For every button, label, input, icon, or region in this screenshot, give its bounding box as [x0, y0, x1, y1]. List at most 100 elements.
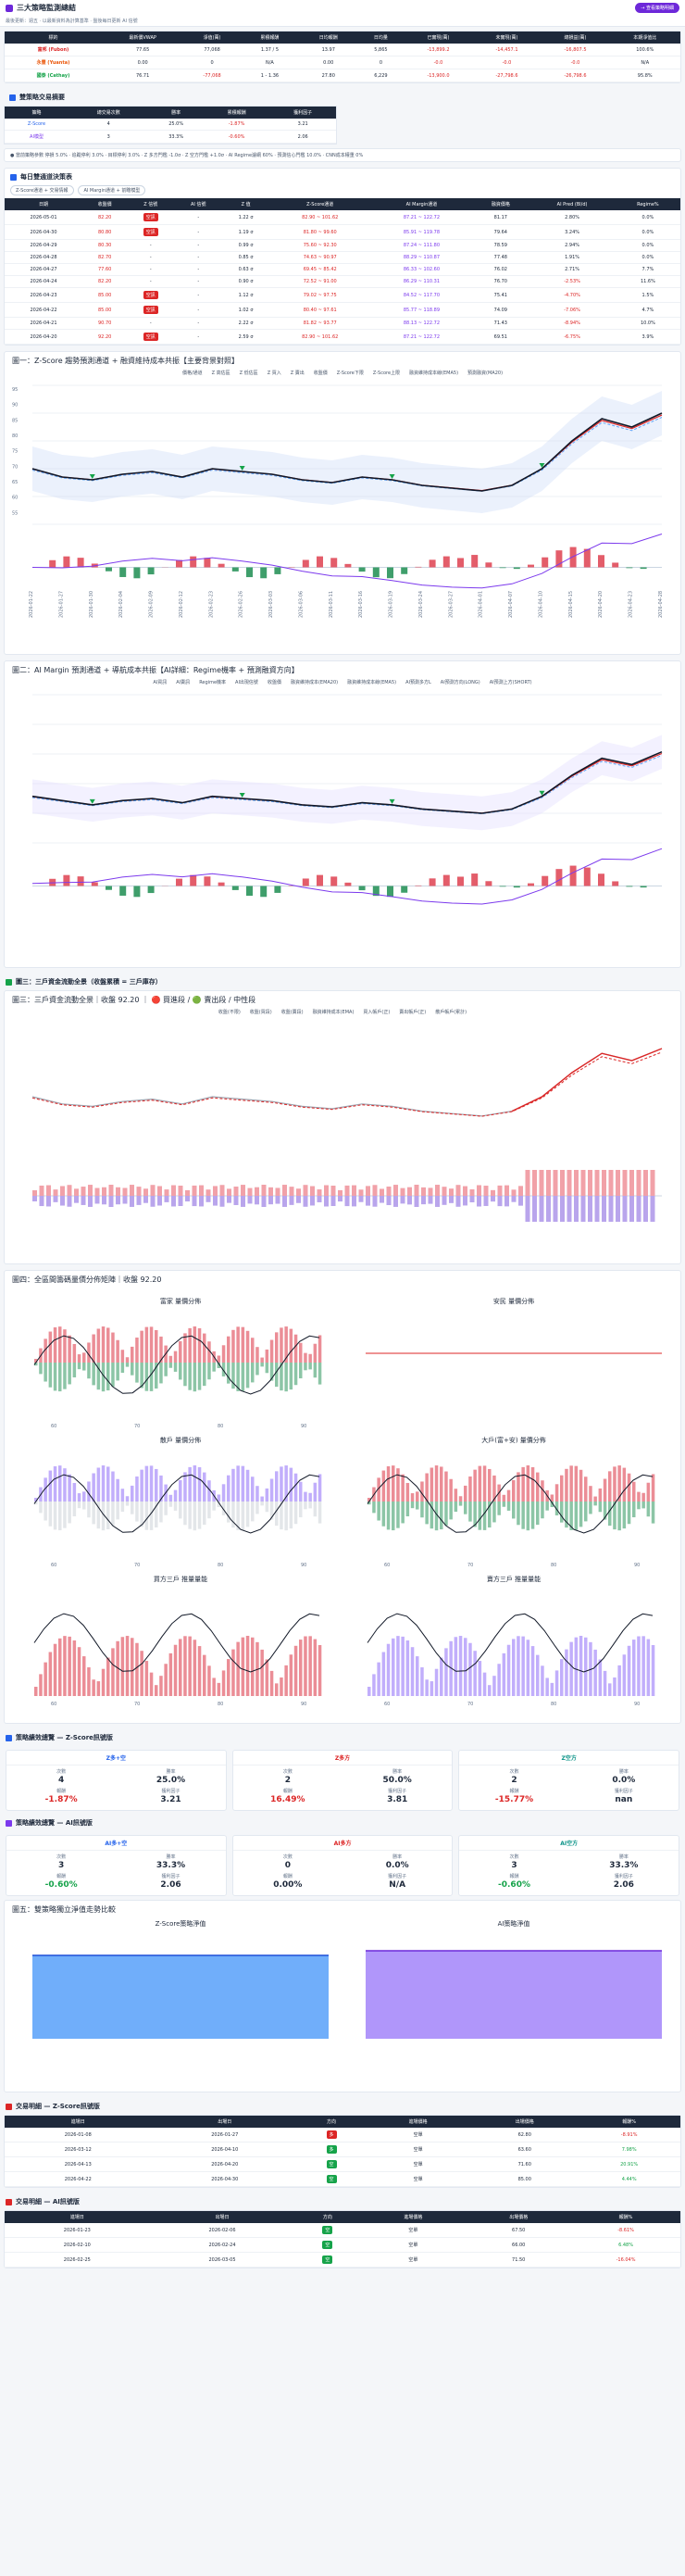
volume-bar — [111, 1332, 115, 1363]
cell-i: 2026-04-13 — [5, 2156, 152, 2172]
volume-bar — [58, 1465, 62, 1502]
sell-bar — [636, 1196, 641, 1222]
cell-z: - — [127, 263, 175, 276]
sell-bar — [546, 1196, 551, 1222]
volume-bar — [101, 1326, 106, 1363]
bar-mark — [513, 886, 520, 888]
volume-bar — [554, 1670, 559, 1696]
buy-segment — [511, 1048, 663, 1112]
chart2-legend: AI買訊 AI賣訊 Regime機率 AI出現信號 收盤價 融資維持成本(EMA20) 融資… — [5, 679, 680, 685]
volume-bar — [203, 1472, 206, 1502]
sell-bar — [102, 1196, 106, 1205]
legend-item: 融資維持成本(EMA) — [312, 1010, 355, 1015]
volume-bar-neg — [39, 1363, 43, 1375]
volume-bar-neg — [140, 1502, 143, 1527]
volume-bar-neg — [313, 1502, 318, 1517]
sell-bar — [393, 1196, 398, 1207]
buy-bar — [116, 1187, 120, 1196]
cell-ip: 空單 — [360, 2237, 467, 2253]
volume-bar-neg — [207, 1363, 211, 1380]
column-header: 本期淨值比 — [609, 31, 680, 44]
cell-ac: 88.13 ~ 122.72 — [370, 317, 473, 330]
stat-label: 次數 — [56, 1854, 67, 1860]
volume-bar-neg — [131, 1502, 134, 1514]
legend-item: Z 低估區 — [239, 371, 258, 376]
table-row: 2026-04-22 85.00 空訊 -1.02 σ 80.40 ~ 97.61 85.… — [5, 302, 680, 318]
chip-zscore[interactable]: Z-Score通道 + 交易情報 — [10, 185, 74, 195]
table-cell: 0 — [183, 56, 241, 69]
volume-bar-neg — [265, 1363, 269, 1374]
volume-bar — [63, 1468, 67, 1502]
volume-bar-neg — [212, 1502, 216, 1511]
volume-bar — [289, 1328, 293, 1363]
bar-mark — [457, 558, 464, 568]
panel-title: 安民 量價分佈 — [493, 1297, 534, 1305]
table-cell: -0.0 — [404, 56, 473, 69]
x-tick-label: 2026-02-09 — [149, 591, 155, 618]
stat-label: 獲利因子 — [614, 1874, 633, 1879]
volume-bar-neg — [392, 1502, 395, 1531]
volume-bar — [579, 1636, 583, 1696]
column-header: 進場日 — [5, 2116, 152, 2128]
sell-bar — [491, 1196, 495, 1202]
volume-bar — [92, 1473, 95, 1502]
volume-bar — [96, 1681, 101, 1696]
legend-item: 預測融資(MA20) — [467, 371, 504, 376]
bar-mark — [598, 555, 604, 568]
sell-bar — [199, 1196, 204, 1207]
buy-bar — [539, 1170, 544, 1196]
stat-value: N/A — [389, 1880, 406, 1890]
volume-bar-neg — [106, 1502, 110, 1530]
volume-bar-neg — [454, 1502, 458, 1513]
bar-mark — [260, 567, 268, 579]
volume-bar-neg — [111, 1502, 115, 1526]
volume-bar — [82, 1656, 86, 1696]
buy-marker — [389, 474, 395, 479]
bar-mark — [147, 886, 155, 894]
x-tick-label: 2026-04-23 — [629, 591, 634, 618]
volume-bar-neg — [179, 1363, 182, 1380]
sell-bar — [60, 1196, 65, 1206]
volume-bar — [125, 1496, 130, 1502]
cell-ap: 3.24% — [529, 224, 616, 240]
bar-mark — [528, 883, 534, 886]
volume-bar-neg — [131, 1363, 134, 1376]
sell-bar — [567, 1196, 572, 1222]
zscore-line — [31, 848, 663, 905]
volume-bar — [173, 1489, 178, 1502]
chip-ai[interactable]: AI Margin通道 + 前瞻模型 — [78, 185, 146, 195]
volume-bar-neg — [289, 1363, 293, 1390]
volume-bar — [159, 1475, 163, 1502]
bar-mark — [344, 882, 352, 886]
x-tick-label: 2026-01-30 — [89, 591, 94, 618]
column-header: 未實現(萬) — [472, 31, 542, 44]
buy-bar — [150, 1185, 156, 1196]
sell-bar — [421, 1196, 426, 1205]
cell-o: 2026-04-20 — [151, 2156, 299, 2172]
volume-bar-neg — [584, 1502, 588, 1522]
chart2-card: 圖二：AI Margin 預測通道 + 導航成本共振【AI詳細：Regime機率… — [4, 660, 681, 968]
volume-bar — [598, 1659, 603, 1696]
legend-item: 收盤價 — [313, 371, 328, 376]
volume-bar — [260, 1496, 264, 1502]
volume-bar-neg — [284, 1363, 288, 1392]
view-detail-button[interactable]: → 查看策略明細 — [635, 3, 679, 13]
table-cell: -27,798.6 — [472, 69, 542, 82]
volume-bar — [372, 1674, 376, 1696]
sell-bar — [407, 1196, 412, 1205]
volume-bar — [68, 1474, 71, 1502]
cell-ret: -8.91% — [578, 2128, 680, 2142]
volume-bar — [526, 1465, 530, 1502]
sell-bar — [455, 1196, 461, 1207]
column-header: 已實現(萬) — [404, 31, 473, 44]
buy-bar — [164, 1189, 169, 1196]
list-icon — [6, 2103, 12, 2110]
signal-badge: 空訊 — [143, 213, 158, 221]
sell-bar — [178, 1196, 183, 1207]
volume-bar — [617, 1465, 621, 1502]
volume-bar — [251, 1476, 255, 1502]
x-tick-label: 2026-03-16 — [358, 591, 364, 618]
volume-bar — [159, 1336, 163, 1363]
bar-mark — [119, 886, 127, 896]
cell-p: 82.20 — [82, 275, 128, 288]
